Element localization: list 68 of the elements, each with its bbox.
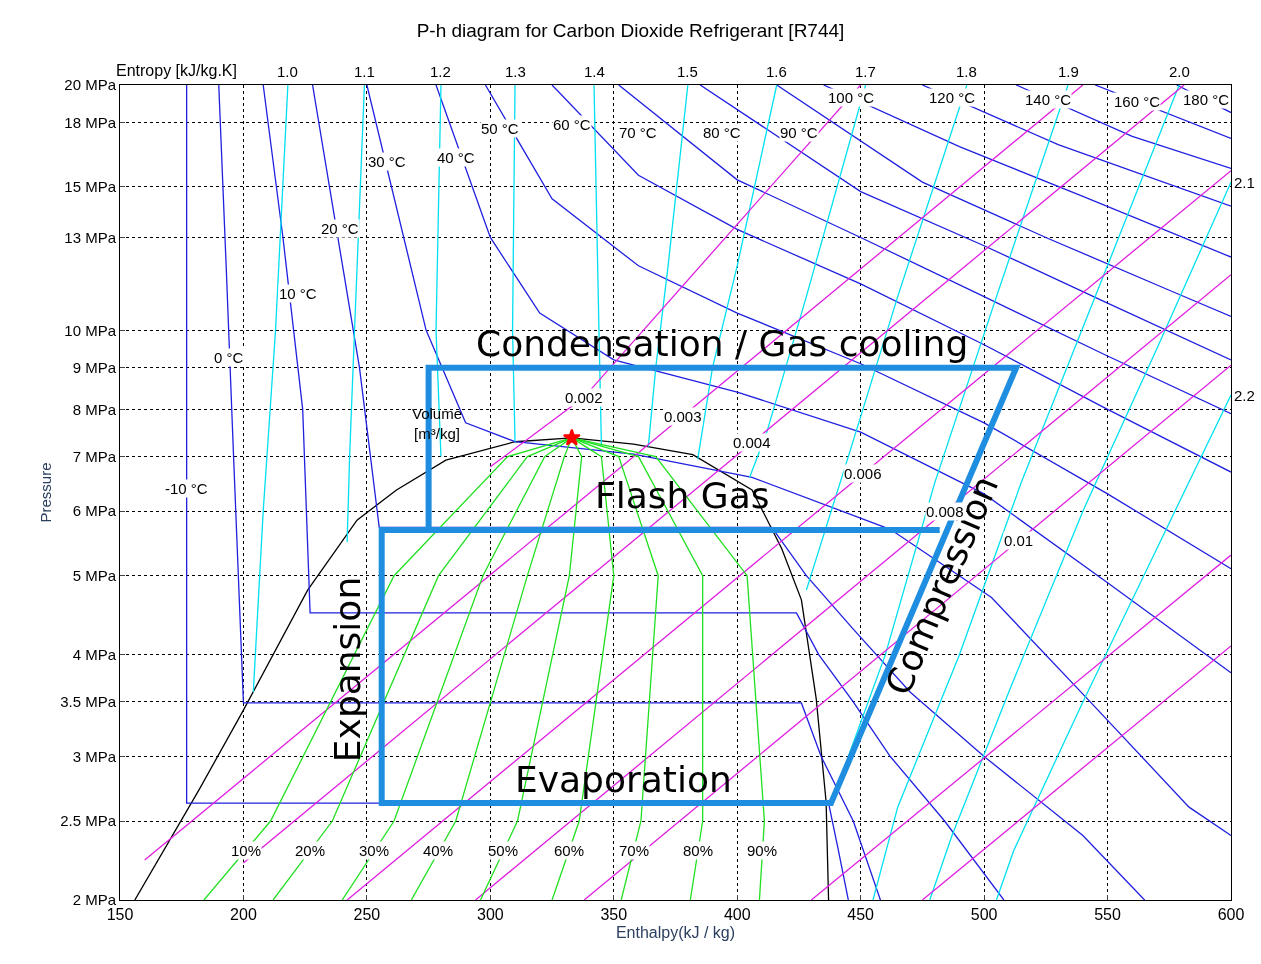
y-tick-label: 9 MPa <box>72 358 117 376</box>
annotation: 1.0 <box>277 63 298 80</box>
annotation: 180 °C <box>1183 91 1230 108</box>
x-tick-label: 550 <box>1094 906 1122 924</box>
annotation: 1.1 <box>354 63 375 80</box>
annotation: 1.6 <box>766 63 787 80</box>
annotation: 40% <box>423 842 454 859</box>
x-tick-label: 150 <box>106 906 134 924</box>
annotation: 30 °C <box>368 153 406 170</box>
x-tick-label: 400 <box>723 906 751 924</box>
y-axis-title: Pressure <box>37 462 55 523</box>
annotation: 90 °C <box>780 124 818 141</box>
annotation: 2.2 <box>1234 387 1255 404</box>
x-tick-label: 500 <box>970 906 998 924</box>
y-tick-label: 6 MPa <box>72 502 117 520</box>
annotation: 70% <box>619 842 650 859</box>
annotation: 60% <box>554 842 585 859</box>
annotation: 80% <box>683 842 714 859</box>
y-tick-label: 8 MPa <box>72 400 117 418</box>
annotation: 100 °C <box>828 89 875 106</box>
annotation: 160 °C <box>1114 93 1161 110</box>
y-tick-label: 10 MPa <box>64 321 117 339</box>
annotation: 140 °C <box>1025 91 1072 108</box>
annotation: 1.5 <box>677 63 698 80</box>
chart-title: P-h diagram for Carbon Dioxide Refrigerant [R744] <box>416 20 845 42</box>
annotation: Expansion <box>327 576 369 763</box>
annotation: 50 °C <box>481 120 519 137</box>
y-tick-label: 15 MPa <box>64 178 117 196</box>
annotation: 10% <box>231 842 262 859</box>
x-tick-label: 600 <box>1217 906 1245 924</box>
annotation: 10 °C <box>279 285 317 302</box>
annotation: 120 °C <box>929 89 976 106</box>
y-tick-label: 18 MPa <box>64 113 117 131</box>
y-tick-label: 4 MPa <box>72 645 117 663</box>
y-tick-label: 3 MPa <box>72 747 117 765</box>
y-tick-label: 20 MPa <box>64 76 117 94</box>
annotation: 1.9 <box>1058 63 1079 80</box>
annotation: 60 °C <box>553 116 591 133</box>
x-tick-label: 300 <box>476 906 504 924</box>
x-tick-label: 250 <box>353 906 381 924</box>
annotation: 2.0 <box>1169 63 1190 80</box>
y-tick-label: 3.5 MPa <box>60 693 117 711</box>
text: Entropy [kJ/kg.K] <box>116 62 237 79</box>
annotation: 70 °C <box>619 124 657 141</box>
annotation: 40 °C <box>437 149 475 166</box>
annotation: 1.2 <box>430 63 451 80</box>
annotation: 0 °C <box>214 349 244 366</box>
annotation: 1.3 <box>505 63 526 80</box>
annotation: 80 °C <box>703 124 741 141</box>
annotation: 1.7 <box>855 63 876 80</box>
annotation: -10 °C <box>165 480 208 497</box>
annotation: 1.4 <box>584 63 605 80</box>
annotation: 20 °C <box>321 220 359 237</box>
x-tick-label: 350 <box>600 906 628 924</box>
x-axis-title: Enthalpy(kJ / kg) <box>615 923 736 941</box>
y-tick-label: 2 MPa <box>72 891 117 909</box>
y-tick-label: 5 MPa <box>72 566 117 584</box>
y-tick-label: 13 MPa <box>64 228 117 246</box>
x-tick-label: 450 <box>847 906 875 924</box>
y-tick-label: 2.5 MPa <box>60 812 117 830</box>
annotation: 20% <box>295 842 326 859</box>
annotation: 50% <box>488 842 519 859</box>
annotation: 30% <box>359 842 390 859</box>
annotation: 1.8 <box>956 63 977 80</box>
y-tick-label: 7 MPa <box>72 447 117 465</box>
annotation: 90% <box>747 842 778 859</box>
annotation: 2.1 <box>1234 174 1255 191</box>
x-tick-label: 200 <box>230 906 257 924</box>
